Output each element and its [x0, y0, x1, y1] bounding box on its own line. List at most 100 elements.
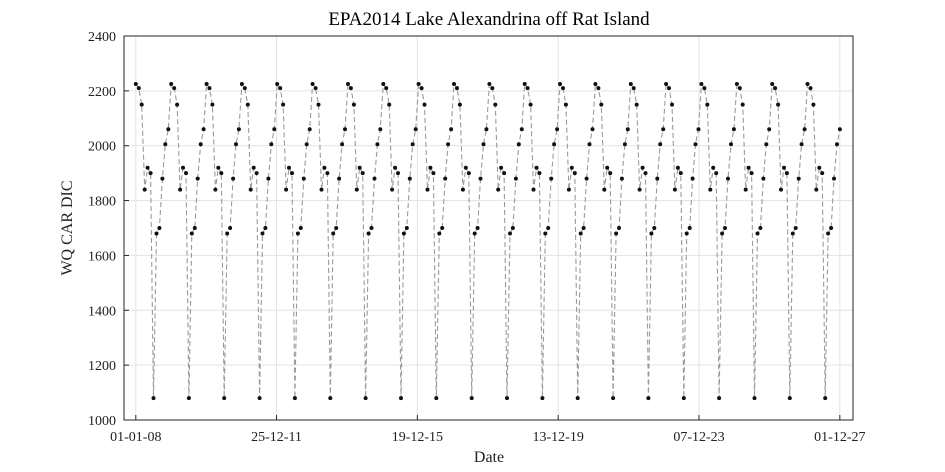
data-point	[410, 142, 415, 147]
data-point	[625, 127, 630, 132]
data-point	[387, 102, 392, 107]
data-point	[640, 165, 645, 170]
data-point	[752, 396, 757, 401]
data-point	[664, 82, 669, 86]
data-point	[334, 226, 339, 230]
data-point	[184, 171, 188, 176]
data-point	[681, 396, 686, 401]
data-point	[322, 165, 327, 170]
data-point	[369, 226, 374, 230]
data-point	[684, 231, 689, 236]
data-point	[729, 142, 733, 147]
data-point	[440, 226, 445, 230]
data-point	[201, 127, 206, 132]
data-point	[652, 226, 657, 230]
data-point	[661, 127, 666, 132]
y-tick-label: 1000	[88, 414, 116, 429]
data-point	[189, 231, 194, 236]
data-point	[449, 127, 454, 132]
y-axis: 1000 1200 1400 1600 1800 2000 2200 2400	[88, 30, 129, 429]
data-point	[799, 142, 804, 147]
data-point	[490, 86, 495, 91]
data-point	[525, 86, 530, 91]
data-point	[569, 165, 574, 170]
data-point	[154, 231, 159, 236]
x-tick-label: 07-12-23	[673, 430, 724, 445]
data-point	[313, 86, 318, 91]
data-point	[502, 171, 507, 176]
data-point	[298, 226, 303, 230]
y-tick-label: 2400	[88, 30, 116, 45]
data-point	[731, 127, 736, 132]
data-point	[655, 176, 660, 181]
data-point	[643, 171, 648, 176]
data-point	[419, 86, 424, 91]
data-point	[531, 187, 536, 192]
data-point	[776, 102, 781, 107]
x-axis: 01-01-08 25-12-11 19-12-15 13-12-19 07-12-23…	[110, 415, 866, 445]
data-point	[743, 187, 748, 192]
data-point	[749, 171, 754, 176]
data-point	[832, 176, 836, 181]
y-tick-label: 1200	[88, 359, 116, 374]
data-point	[587, 142, 592, 147]
data-point	[552, 142, 557, 147]
data-point	[310, 82, 315, 86]
data-point	[393, 165, 398, 170]
data-point	[281, 102, 286, 107]
data-point	[726, 176, 730, 181]
data-point	[348, 86, 353, 91]
data-point	[151, 396, 156, 401]
data-point	[540, 396, 545, 401]
data-point	[390, 187, 395, 192]
data-point	[646, 396, 651, 401]
data-point	[808, 86, 813, 91]
data-point	[319, 187, 324, 192]
data-point	[496, 187, 501, 192]
data-point	[275, 82, 280, 86]
data-point	[396, 171, 400, 176]
data-point	[519, 127, 524, 132]
data-point	[614, 231, 619, 236]
data-point	[534, 165, 539, 170]
data-point	[667, 86, 671, 91]
data-point	[658, 142, 663, 147]
data-point	[802, 127, 807, 132]
data-point	[823, 396, 828, 401]
plot-area-frame	[123, 35, 854, 421]
data-point	[266, 176, 271, 181]
data-point	[528, 102, 533, 107]
data-point	[572, 171, 577, 176]
data-point	[204, 82, 209, 86]
y-tick-label: 1600	[88, 249, 116, 264]
data-point	[811, 102, 816, 107]
data-point	[481, 142, 486, 147]
data-point	[434, 396, 439, 401]
data-point	[384, 86, 389, 91]
data-point	[617, 226, 621, 230]
data-point	[513, 176, 518, 181]
data-point	[837, 127, 842, 132]
data-point	[649, 231, 654, 236]
data-point	[829, 226, 834, 230]
data-point	[407, 176, 412, 181]
data-point	[599, 102, 604, 107]
data-point	[602, 187, 607, 192]
data-point	[325, 171, 330, 176]
data-point	[767, 127, 772, 132]
data-point	[231, 176, 236, 181]
data-point	[555, 127, 560, 132]
data-point	[431, 171, 436, 176]
data-point	[770, 82, 775, 86]
series-markers	[133, 82, 842, 401]
data-point	[549, 176, 554, 181]
x-tick-label: 19-12-15	[392, 430, 443, 445]
x-tick-label: 13-12-19	[533, 430, 584, 445]
data-point	[543, 231, 548, 236]
chart-title: EPA2014 Lake Alexandrina off Rat Island	[328, 9, 650, 30]
data-point	[272, 127, 277, 132]
data-point	[354, 187, 359, 192]
data-point	[404, 226, 409, 230]
data-point	[561, 86, 565, 91]
data-point	[566, 187, 571, 192]
